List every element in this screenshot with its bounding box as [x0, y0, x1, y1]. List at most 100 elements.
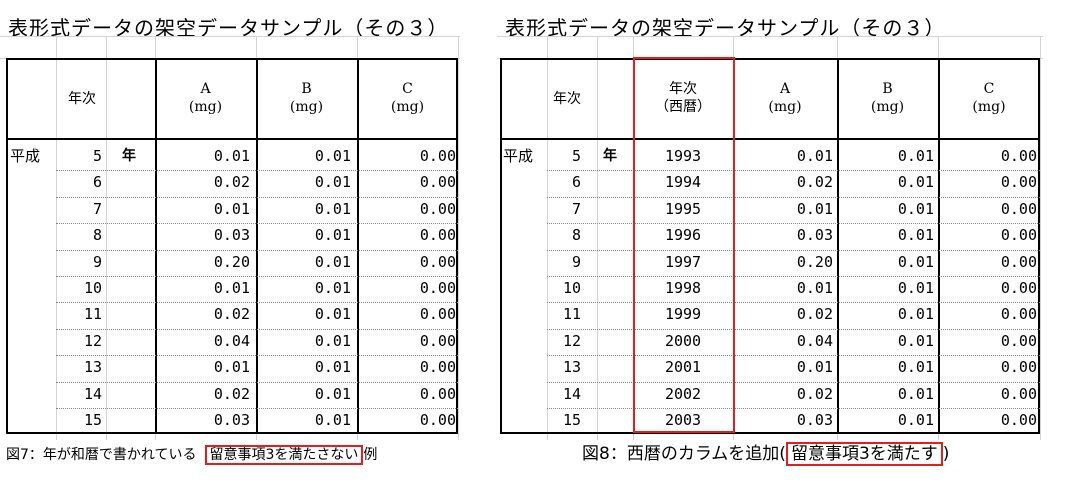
left-grid-row-line	[0, 36, 460, 37]
value-b-cell: 0.01	[897, 331, 934, 350]
western-year-cell: 1999	[664, 305, 702, 324]
value-b-cell: 0.01	[897, 384, 934, 403]
year-cell: 5	[92, 147, 102, 165]
row-separator	[56, 249, 458, 251]
value-a-cell: 0.01	[213, 358, 250, 377]
western-year-cell: 1993	[664, 147, 702, 165]
western-year-cell: 2001	[664, 358, 702, 377]
right-header-western-line2: （西暦）	[655, 99, 711, 115]
year-cell: 5	[571, 147, 581, 165]
row-separator	[547, 249, 1040, 251]
year-cell: 15	[562, 411, 581, 429]
row-separator	[547, 408, 1040, 409]
left-header-year: 年次	[68, 91, 96, 107]
year-cell: 6	[92, 173, 102, 192]
right-header-year: 年次	[553, 91, 581, 107]
row-separator	[56, 196, 458, 198]
row-separator	[56, 355, 458, 357]
value-a-cell: 0.02	[213, 305, 250, 324]
value-c-cell: 0.00	[1000, 279, 1037, 297]
year-cell: 12	[83, 331, 102, 350]
row-separator	[547, 302, 1040, 304]
row-separator	[56, 328, 458, 330]
right-grid-col-line	[547, 36, 548, 440]
year-cell: 7	[92, 199, 102, 218]
value-c-cell: 0.00	[419, 147, 456, 165]
value-c-cell: 0.00	[1000, 199, 1037, 218]
value-a-cell: 0.02	[796, 384, 833, 403]
right-header-rule	[500, 138, 1040, 140]
value-a-cell: 0.01	[213, 279, 250, 297]
value-b-cell: 0.01	[314, 331, 351, 350]
row-separator	[547, 381, 1040, 383]
left-caption-text: 図7：年が和暦で書かれている	[6, 447, 197, 463]
right-table-panel: 表形式データの架空データサンプル（その３） 年次 年次 （西暦） A (mg) …	[497, 0, 1045, 440]
year-cell: 15	[83, 411, 102, 429]
left-header-c-name: C	[402, 81, 413, 97]
left-header-a: A (mg)	[155, 80, 256, 116]
value-a-cell: 0.01	[213, 147, 250, 165]
value-b-cell: 0.01	[314, 226, 351, 245]
value-c-cell: 0.00	[419, 305, 456, 324]
right-era-label: 平成	[503, 147, 534, 165]
value-c-cell: 0.00	[419, 199, 456, 218]
right-header-b: B (mg)	[837, 80, 938, 116]
western-year-cell: 2003	[664, 411, 702, 429]
left-header-b-name: B	[301, 81, 312, 97]
value-a-cell: 0.01	[796, 147, 833, 165]
row-separator	[56, 302, 458, 304]
left-grid-col-line	[458, 36, 459, 440]
value-c-cell: 0.00	[419, 384, 456, 403]
year-cell: 9	[571, 252, 581, 271]
left-table-panel: 表形式データの架空データサンプル（その３） 年次 A (mg) B (mg) C…	[0, 0, 462, 440]
left-caption: 図7：年が和暦で書かれている 留意事項3を満たさない例	[6, 444, 377, 466]
value-b-cell: 0.01	[314, 384, 351, 403]
left-grid-col-line	[56, 36, 57, 440]
value-a-cell: 0.01	[796, 279, 833, 297]
row-separator	[56, 381, 458, 383]
value-c-cell: 0.00	[1000, 305, 1037, 324]
left-caption-suffix: 例	[363, 447, 378, 463]
right-table-border	[500, 58, 1040, 434]
left-header-c: C (mg)	[357, 80, 458, 116]
year-cell: 12	[562, 331, 581, 350]
row-separator	[547, 223, 1040, 225]
year-cell: 14	[83, 384, 102, 403]
value-a-cell: 0.03	[213, 226, 250, 245]
value-a-cell: 0.02	[213, 173, 250, 192]
year-cell: 13	[562, 358, 581, 377]
left-header-c-unit: (mg)	[390, 99, 425, 115]
value-c-cell: 0.00	[1000, 384, 1037, 403]
value-a-cell: 0.02	[796, 305, 833, 324]
left-header-b-unit: (mg)	[289, 99, 324, 115]
left-era-label: 平成	[10, 147, 41, 165]
year-cell: 11	[83, 305, 102, 324]
value-c-cell: 0.00	[419, 279, 456, 297]
value-c-cell: 0.00	[1000, 226, 1037, 245]
value-b-cell: 0.01	[314, 358, 351, 377]
value-a-cell: 0.02	[213, 384, 250, 403]
value-c-cell: 0.00	[1000, 173, 1037, 192]
right-header-a: A (mg)	[733, 80, 837, 116]
right-header-b-name: B	[882, 81, 893, 97]
right-header-a-unit: (mg)	[768, 99, 802, 115]
right-divider-3	[938, 58, 940, 434]
right-divider-2	[837, 58, 839, 434]
value-c-cell: 0.00	[419, 358, 456, 377]
year-cell: 13	[83, 358, 102, 377]
left-grid-col-line	[106, 36, 107, 440]
value-b-cell: 0.01	[897, 173, 934, 192]
value-b-cell: 0.01	[314, 147, 351, 165]
row-separator	[56, 276, 458, 277]
left-divider-2	[256, 58, 258, 434]
right-header-western-line1: 年次	[669, 81, 697, 97]
value-b-cell: 0.01	[314, 173, 351, 192]
western-year-cell: 2000	[664, 331, 702, 350]
value-b-cell: 0.01	[897, 305, 934, 324]
value-b-cell: 0.01	[897, 252, 934, 271]
row-separator	[547, 196, 1040, 198]
western-column-highlight	[633, 57, 735, 433]
right-header-c-unit: (mg)	[972, 99, 1006, 115]
right-header-b-unit: (mg)	[870, 99, 905, 115]
western-year-cell: 1998	[664, 279, 702, 297]
